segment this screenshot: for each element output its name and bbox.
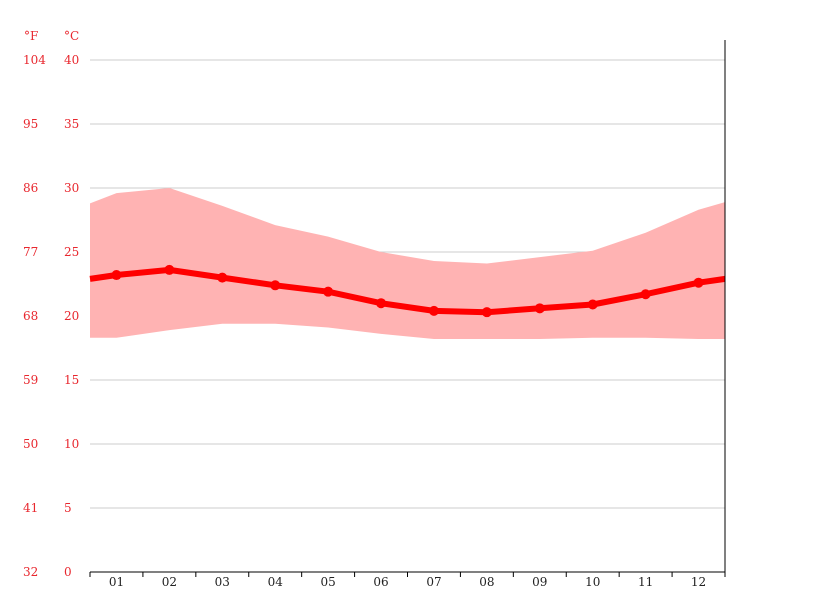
- data-point: [270, 280, 281, 291]
- month-axis: 01 02 03 04 05 06 07 08 09 10 11 12: [89, 571, 726, 589]
- data-point: [376, 298, 387, 309]
- data-point: [428, 305, 439, 316]
- y-tick-label-celsius: 40: [64, 53, 79, 67]
- y-tick-label-fahrenheit: 59: [23, 373, 38, 387]
- y-tick-label-fahrenheit: 86: [23, 181, 38, 195]
- y-tick-label-celsius: 30: [64, 181, 79, 195]
- y-tick-label-fahrenheit: 41: [23, 501, 38, 515]
- x-tick-label: 06: [373, 575, 388, 589]
- x-tick-label: 02: [162, 575, 177, 589]
- x-tick-label: 05: [320, 575, 335, 589]
- data-point: [323, 286, 334, 297]
- y-tick-label-celsius: 20: [64, 309, 79, 323]
- x-tick-label: 12: [691, 575, 706, 589]
- y-tick-label-celsius: 5: [64, 501, 72, 515]
- y-tick-label-fahrenheit: 95: [23, 117, 38, 131]
- x-tick-label: 01: [109, 575, 124, 589]
- y-tick-label-fahrenheit: 77: [23, 245, 38, 259]
- range-area: [90, 188, 725, 339]
- average-line: [89, 266, 726, 316]
- data-point: [164, 264, 175, 275]
- x-tick-label: 07: [426, 575, 441, 589]
- y-tick-label-celsius: 0: [64, 565, 72, 579]
- data-point: [587, 299, 598, 310]
- y-tick-label-fahrenheit: 104: [23, 53, 46, 67]
- temperature-range-band: [90, 188, 725, 339]
- x-tick-label: 03: [215, 575, 230, 589]
- y-tick-label-fahrenheit: 32: [23, 565, 38, 579]
- celsius-axis: 0 5 10 15 20 25 30 35 40: [64, 53, 79, 579]
- x-tick-label: 11: [638, 575, 653, 589]
- y-tick-label-celsius: 15: [64, 373, 79, 387]
- data-point: [217, 272, 228, 283]
- y-tick-label-fahrenheit: 50: [23, 437, 38, 451]
- data-point: [111, 270, 122, 281]
- y-tick-label-celsius: 10: [64, 437, 79, 451]
- x-tick-label: 09: [532, 575, 547, 589]
- data-point: [481, 307, 492, 318]
- average-temperature-series: [89, 264, 726, 318]
- y-tick-label-celsius: 35: [64, 117, 79, 131]
- fahrenheit-axis: 32 41 50 59 68 77 86 95 104: [23, 53, 46, 579]
- celsius-unit-label: °C: [64, 29, 79, 43]
- data-point: [640, 289, 651, 300]
- data-point: [693, 277, 704, 288]
- data-point: [534, 303, 545, 314]
- fahrenheit-unit-label: °F: [24, 29, 38, 43]
- x-tick-label: 08: [479, 575, 494, 589]
- y-tick-label-fahrenheit: 68: [23, 309, 38, 323]
- y-tick-label-celsius: 25: [64, 245, 79, 259]
- x-tick-label: 10: [585, 575, 600, 589]
- x-tick-label: 04: [268, 575, 284, 589]
